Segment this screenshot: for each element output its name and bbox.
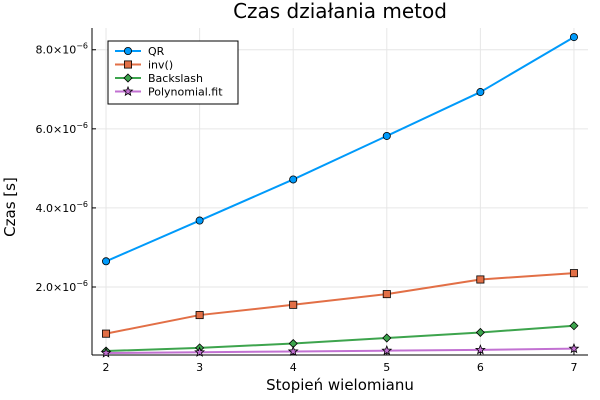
data-point	[382, 131, 391, 140]
x-tick-label: 6	[477, 361, 484, 374]
series-line	[105, 272, 575, 335]
x-tick-label: 2	[103, 361, 110, 374]
legend-marker	[124, 60, 133, 69]
series-1	[102, 33, 578, 266]
y-axis-label: Czas [s]	[1, 177, 19, 237]
data-point	[569, 269, 578, 278]
legend-marker	[124, 47, 133, 56]
legend-marker	[122, 85, 134, 97]
data-point	[102, 257, 111, 266]
data-point	[474, 344, 486, 355]
data-point	[475, 327, 485, 338]
y-tick-label: 8.0×10−6	[35, 42, 88, 57]
legend-item: inv()	[115, 59, 173, 72]
data-point	[100, 347, 112, 358]
legend-item: Polynomial.fit	[115, 86, 223, 99]
x-axis-label: Stopień wielomianu	[266, 376, 414, 394]
x-tick-label: 5	[383, 361, 390, 374]
data-point	[381, 344, 393, 356]
plot-frame	[91, 28, 588, 356]
data-point	[476, 275, 485, 284]
series-line	[105, 36, 575, 263]
data-point	[568, 342, 580, 354]
y-axis-ticks: 2.0×10−6 4.0×10−6 6.0×10−6 8.0×10−6	[35, 42, 96, 294]
data-point	[195, 311, 204, 320]
data-point	[382, 333, 392, 343]
legend-label: Backslash	[148, 72, 203, 85]
legend-item: Backslash	[115, 72, 203, 85]
data-point	[195, 216, 204, 225]
legend-label: QR	[148, 45, 165, 58]
x-tick-label: 7	[570, 361, 577, 374]
data-point	[476, 88, 485, 97]
data-point	[289, 300, 298, 309]
legend-item: QR	[115, 45, 165, 58]
data-point	[194, 346, 206, 357]
y-tick-label: 2.0×10−6	[35, 279, 88, 294]
x-tick-label: 4	[290, 361, 297, 374]
chart-title: Czas działania metod	[233, 0, 447, 23]
legend-marker	[123, 73, 133, 83]
y-tick-label: 6.0×10−6	[35, 121, 88, 136]
series-layer	[100, 33, 580, 358]
series-4	[100, 342, 580, 358]
x-tick-label: 3	[196, 361, 203, 374]
data-point	[289, 175, 298, 184]
series-line	[106, 347, 574, 355]
data-point	[569, 321, 579, 331]
legend-label: Polynomial.fit	[148, 86, 223, 99]
legend-label: inv()	[148, 59, 173, 72]
data-point	[102, 329, 111, 338]
data-point	[569, 33, 578, 42]
series-line	[106, 324, 575, 353]
y-tick-label: 4.0×10−6	[35, 200, 88, 215]
data-point	[382, 290, 391, 299]
data-point	[287, 345, 299, 357]
series-2	[102, 269, 578, 338]
